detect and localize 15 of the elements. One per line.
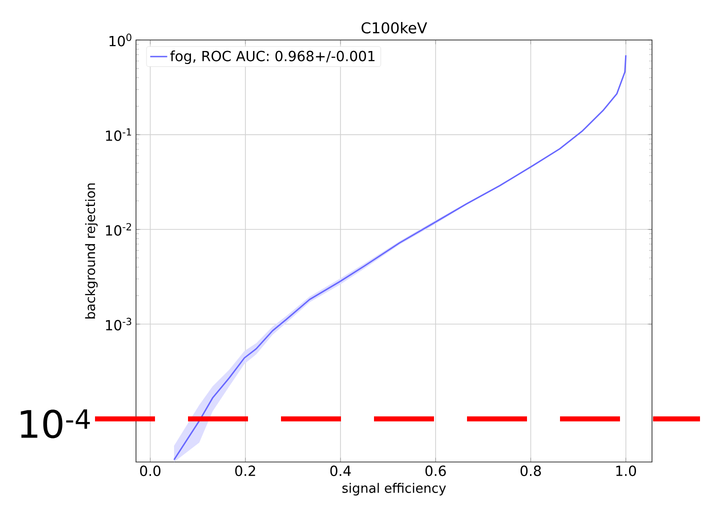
- x-tick-label: 0.0: [140, 466, 160, 476]
- chart-title: C100keV: [362, 22, 428, 34]
- y-axis-title: background rejection: [85, 183, 98, 318]
- y-tick-label: 10$^{-3}$: [106, 318, 132, 330]
- legend-label: fog, ROC AUC: 0.968+/-0.001: [170, 50, 375, 64]
- text: 10$^{-4}$: [20, 409, 90, 438]
- x-tick-label: 0.4: [330, 466, 351, 476]
- x-tick-label: 0.6: [425, 466, 446, 476]
- y-tick-label: 10$^{-1}$: [106, 128, 132, 141]
- x-tick-label: 0.8: [520, 466, 541, 476]
- x-tick-label: 1.0: [616, 466, 636, 476]
- y-tick-label: 10$^{-2}$: [106, 223, 132, 236]
- x-tick-label: 0.2: [235, 466, 256, 476]
- y-tick-label: 10$^{0}$: [110, 34, 132, 46]
- x-axis-title: signal efficiency: [342, 482, 446, 496]
